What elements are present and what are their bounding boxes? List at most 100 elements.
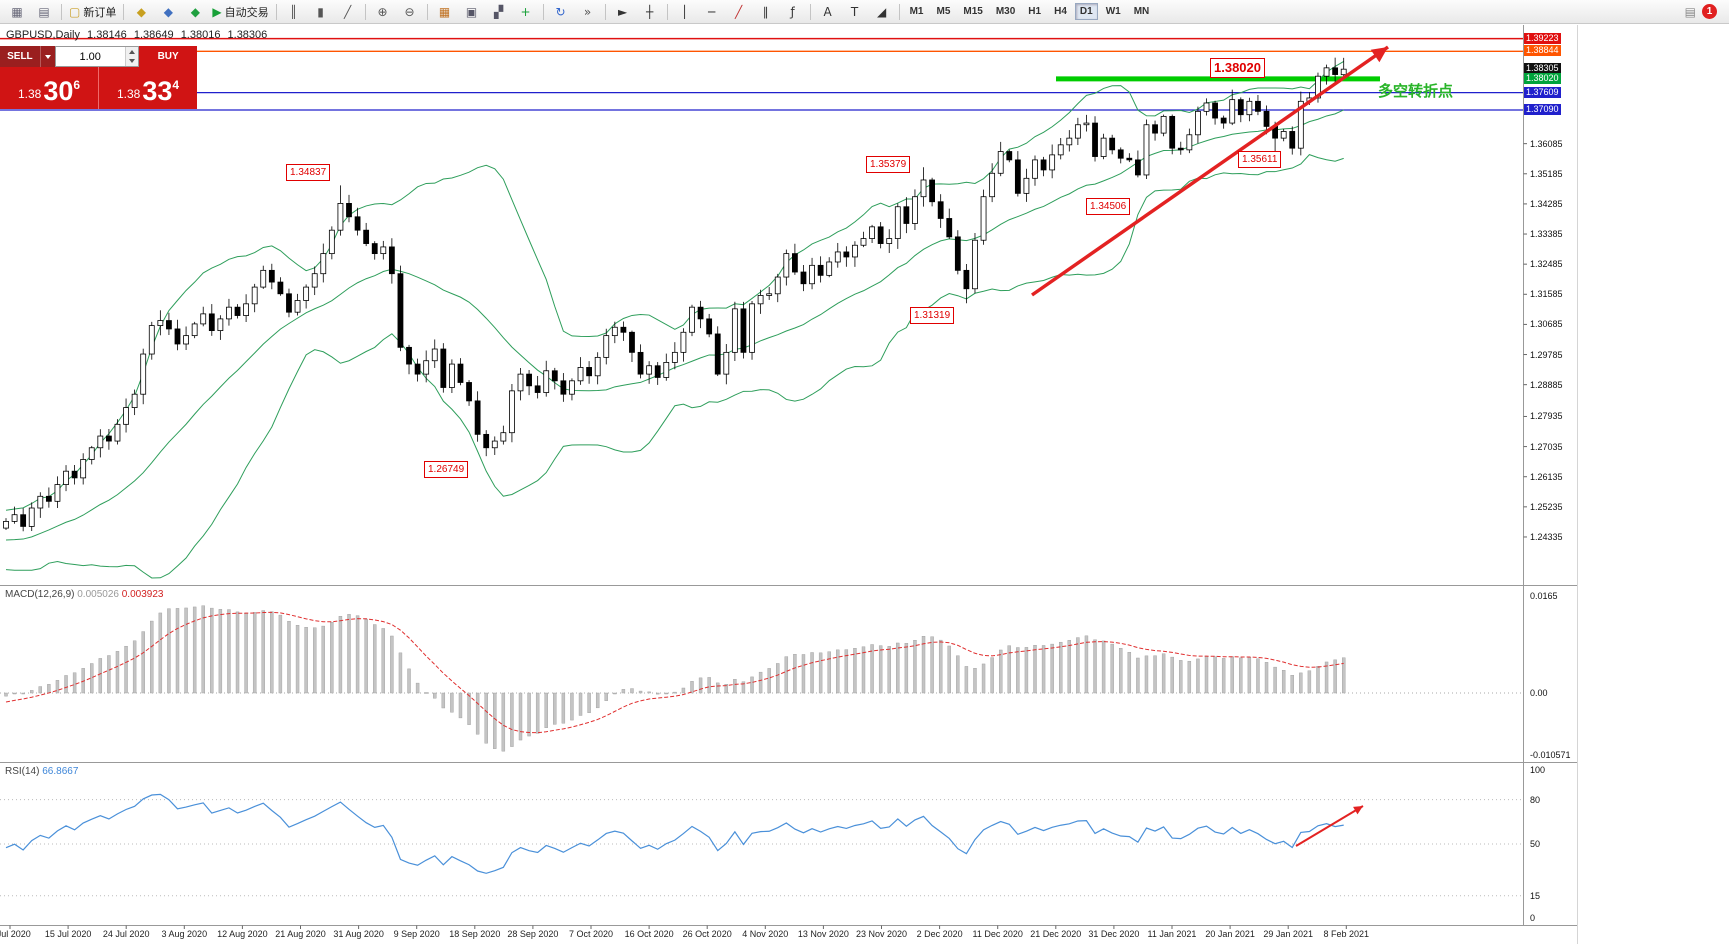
chart-canvas[interactable]: [0, 0, 1578, 944]
macd-signal-line: [5, 611, 1344, 734]
auto-scroll-icon[interactable]: ↻: [548, 1, 574, 23]
chevron-down-icon: [44, 54, 51, 59]
timeframe-h1[interactable]: H1: [1028, 6, 1042, 17]
price-axis-label: 1.27035: [1530, 441, 1563, 452]
timeframe-m1[interactable]: M1: [909, 6, 924, 17]
sell-dropdown-caret[interactable]: [39, 46, 55, 67]
timeframe-m15[interactable]: M15: [963, 6, 983, 17]
candle-chart-icon[interactable]: ▮: [308, 1, 334, 23]
date-axis-label: 24 Jul 2020: [102, 929, 150, 939]
vertical-line-icon[interactable]: │: [672, 1, 698, 23]
chart-annotation[interactable]: 1.31319: [910, 307, 955, 324]
date-axis-label: 8 Feb 2021: [1323, 929, 1370, 939]
timeframe-m5[interactable]: M5: [936, 6, 951, 17]
timeframe-w1[interactable]: W1: [1105, 6, 1121, 17]
crosshair-icon[interactable]: ┼: [637, 1, 663, 23]
text-icon[interactable]: A: [815, 1, 841, 23]
date-axis-label: 29 Jan 2021: [1263, 929, 1313, 939]
date-axis-label: 31 Aug 2020: [333, 929, 384, 939]
indicators-icon[interactable]: +: [513, 1, 539, 23]
price-axis-label: 1.35185: [1530, 168, 1563, 179]
date-axis-label: 18 Sep 2020: [449, 929, 501, 939]
chart-annotation[interactable]: 多空转折点: [1378, 83, 1454, 100]
toolbar-separator: [123, 3, 125, 20]
navigator-icon[interactable]: ◆: [155, 1, 181, 23]
volume-increase-button[interactable]: [125, 47, 138, 57]
new-chart-icon[interactable]: ▦: [4, 1, 30, 23]
price-axis-tag: 1.37090: [1524, 104, 1561, 116]
horizontal-line-icon: ─: [707, 4, 716, 19]
chart-annotation[interactable]: 1.35379: [866, 156, 911, 173]
chart-open: 1.38146: [87, 29, 127, 41]
chart-annotation[interactable]: 1.35611: [1238, 151, 1282, 168]
new-order-icon[interactable]: ▢ 新订单: [66, 1, 119, 23]
bollinger-middle: [5, 109, 1344, 541]
trend-arrow-main-head: [1370, 47, 1388, 63]
date-axis-label: 31 Dec 2020: [1088, 929, 1140, 939]
text-icon: A: [823, 4, 832, 19]
macd-name: MACD(12,26,9): [5, 589, 75, 600]
sell-price-prefix: 1.38: [17, 87, 42, 101]
crosshair-icon: ┼: [645, 4, 654, 19]
shapes-icon[interactable]: ◢: [869, 1, 895, 23]
channel-icon: ∥: [762, 4, 769, 19]
auto-scroll-icon: ↻: [555, 4, 566, 19]
date-axis-label: 8 Jul 2020: [0, 929, 31, 939]
timeframe-mn[interactable]: MN: [1133, 6, 1150, 17]
buy-button[interactable]: BUY: [139, 46, 197, 67]
terminal-icon[interactable]: ◆: [182, 1, 208, 23]
sell-button[interactable]: SELL: [0, 46, 40, 67]
trend-arrow-rsi[interactable]: [1295, 805, 1364, 847]
chart-close: 1.38306: [227, 29, 268, 41]
volume-decrease-button[interactable]: [125, 56, 138, 66]
sell-price-pip: 6: [73, 78, 81, 92]
sell-price-main: 30: [43, 76, 74, 107]
trend-arrow-main[interactable]: [1030, 45, 1390, 297]
trendline-icon[interactable]: ╱: [726, 1, 752, 23]
timeframe-m30[interactable]: M30: [995, 6, 1016, 17]
chart-annotation[interactable]: 1.34837: [286, 164, 331, 181]
notification-badge[interactable]: 1: [1702, 4, 1717, 19]
tile-windows-icon[interactable]: ▞: [486, 1, 512, 23]
chart-annotation[interactable]: 1.34506: [1086, 198, 1131, 215]
timeframe-d1[interactable]: D1: [1074, 3, 1098, 20]
chart-shift-icon[interactable]: »: [575, 1, 601, 23]
chart-high: 1.38649: [133, 29, 174, 41]
timeframe-h4[interactable]: H4: [1054, 6, 1067, 17]
line-chart-icon[interactable]: ╱: [335, 1, 361, 23]
price-axis-label: 1.31585: [1530, 289, 1563, 300]
chart-ohlc-info: GBPUSD,Daily 1.38146 1.38649 1.38016 1.3…: [6, 29, 271, 41]
grid-icon[interactable]: ▦: [432, 1, 458, 23]
candle-chart-icon: ▮: [317, 4, 324, 19]
chart-annotation[interactable]: 1.38020: [1210, 58, 1265, 78]
channel-icon[interactable]: ∥: [753, 1, 779, 23]
triangle-up-icon: [128, 49, 135, 54]
price-axis-tag: 1.37609: [1524, 86, 1561, 98]
toolbar-separator: [666, 3, 668, 20]
navigator-icon: ◆: [163, 4, 173, 19]
fibonacci-icon[interactable]: ƒ: [780, 1, 806, 23]
sell-price[interactable]: 1.38 30 6: [0, 67, 98, 109]
terminal-icon: ◆: [190, 4, 200, 19]
buy-price[interactable]: 1.38 33 4: [99, 67, 197, 109]
chart-profiles-icon: ▤: [38, 4, 50, 19]
volume-input[interactable]: [55, 47, 125, 66]
price-axis-label: 1.29785: [1530, 349, 1563, 360]
chart-annotation[interactable]: 1.26749: [424, 461, 469, 478]
date-axis-label: 21 Aug 2020: [275, 929, 326, 939]
price-axis-label: 1.24335: [1530, 531, 1563, 542]
market-watch-icon: ◆: [136, 4, 146, 19]
bar-chart-icon[interactable]: ║: [281, 1, 307, 23]
chart-profiles-icon[interactable]: ▤: [31, 1, 57, 23]
zoom-in-icon[interactable]: ⊕: [370, 1, 396, 23]
zoom-out-icon[interactable]: ⊖: [397, 1, 423, 23]
news-icon[interactable]: ▤: [1684, 4, 1696, 19]
market-watch-icon[interactable]: ◆: [128, 1, 154, 23]
horizontal-line-icon[interactable]: ─: [699, 1, 725, 23]
cascade-windows-icon[interactable]: ▣: [459, 1, 485, 23]
autotrade-icon[interactable]: ▶ 自动交易: [209, 1, 271, 23]
label-icon[interactable]: T: [842, 1, 868, 23]
cursor-icon[interactable]: ►: [610, 1, 636, 23]
date-axis-label: 13 Nov 2020: [797, 929, 849, 939]
